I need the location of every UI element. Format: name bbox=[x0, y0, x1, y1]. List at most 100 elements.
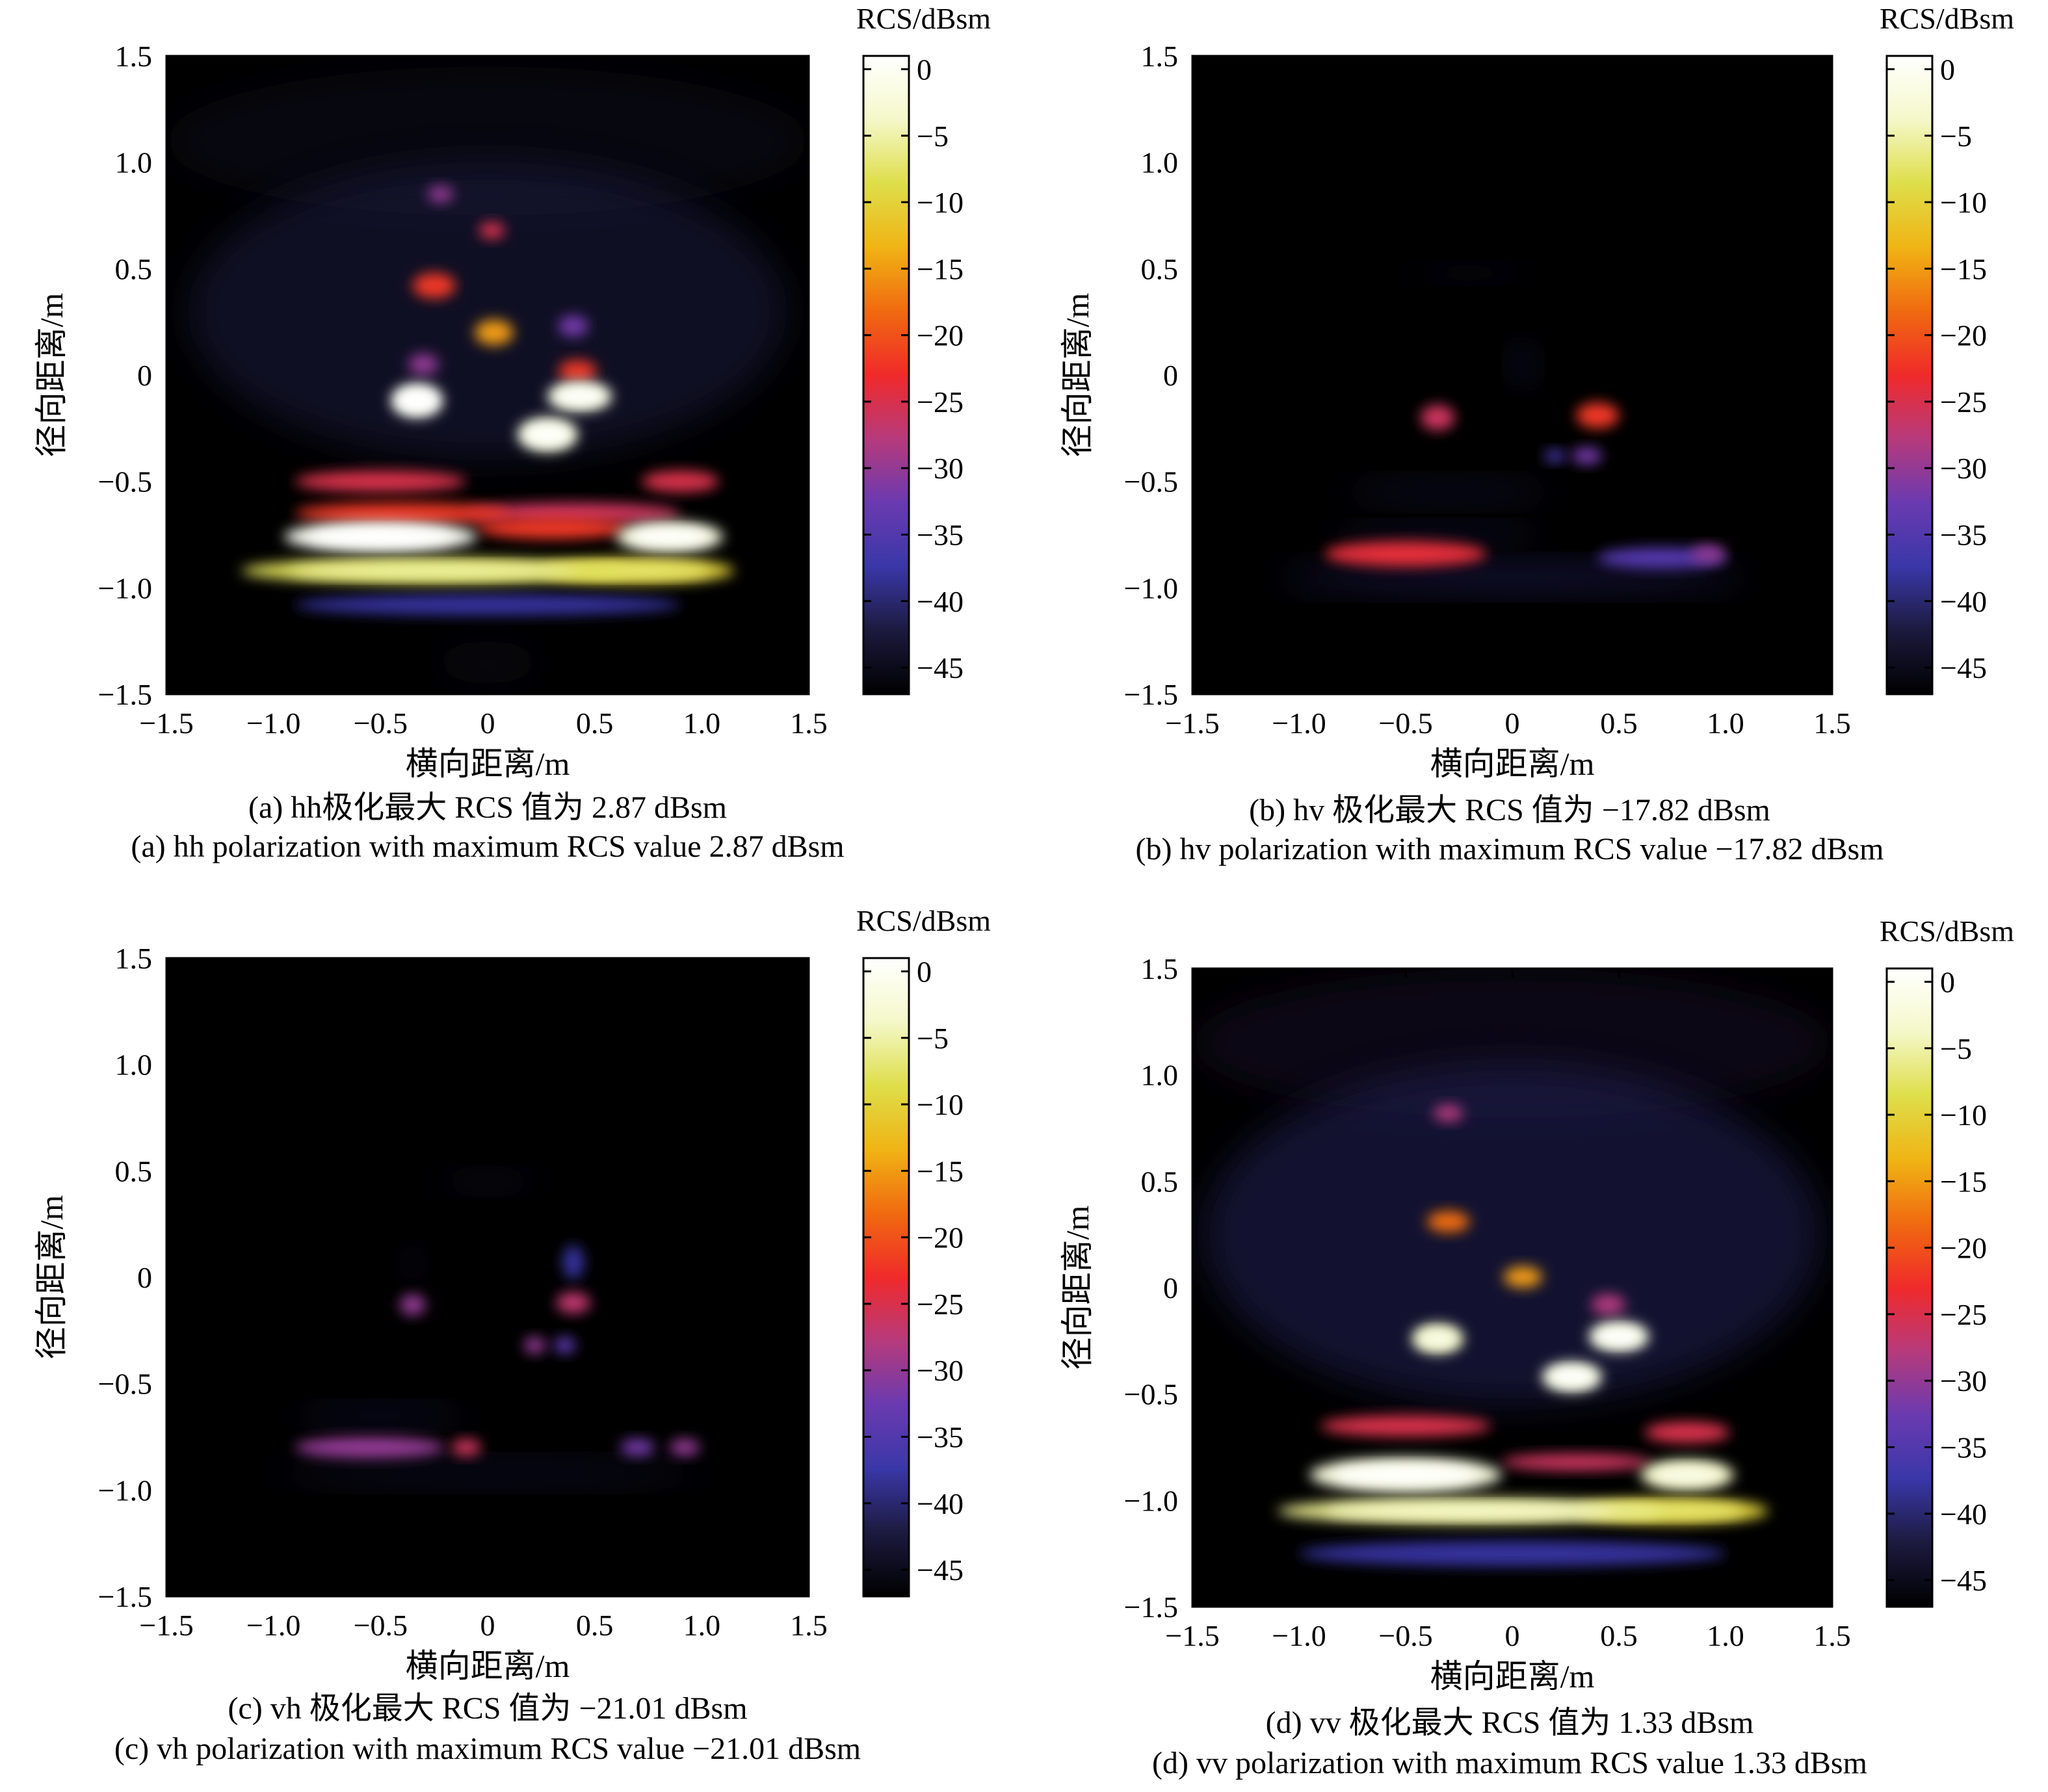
panel-b: −1.5 −1.0 −0.5 0 0.5 1.0 1.5 1.5 1.0 0.5 0 −0.5 −1.0… bbox=[1059, 2, 2014, 866]
colorbar-tick-label: −25 bbox=[1940, 1298, 1987, 1331]
colorbar-tick-label: −40 bbox=[1940, 1498, 1987, 1531]
scatter-center bbox=[1278, 564, 1747, 590]
colorbar-tick-label: −30 bbox=[1940, 1364, 1987, 1397]
y-tick-label: −0.5 bbox=[1124, 465, 1178, 499]
scatter-center bbox=[187, 162, 788, 460]
x-tick-label: 0.5 bbox=[576, 1609, 614, 1642]
scatter-center bbox=[1426, 1211, 1470, 1232]
scatter-center bbox=[554, 1336, 576, 1354]
scatter-center bbox=[404, 1251, 421, 1273]
scatter-core bbox=[1549, 1368, 1595, 1386]
colorbar-title: RCS/dBsm bbox=[1880, 2, 2014, 35]
x-tick-label: 0 bbox=[480, 1609, 495, 1642]
y-axis-label: 径向距离/m bbox=[1059, 1206, 1096, 1370]
x-axis-label: 横向距离/m bbox=[1430, 746, 1595, 782]
colorbar bbox=[862, 55, 910, 695]
x-tick-label: −0.5 bbox=[1378, 1619, 1432, 1652]
y-tick-label: 1.0 bbox=[1141, 1059, 1179, 1092]
y-tick-label: 1.5 bbox=[1141, 952, 1179, 985]
scatter-center bbox=[1576, 402, 1619, 428]
scatter-center bbox=[1420, 404, 1455, 431]
colorbar-tick-label: −15 bbox=[917, 252, 964, 285]
colorbar-tick-label: −5 bbox=[1940, 120, 1972, 153]
scatter-core bbox=[629, 528, 710, 545]
colorbar bbox=[1885, 55, 1934, 695]
x-tick-label: 1.5 bbox=[790, 707, 828, 740]
y-tick-label: −0.5 bbox=[98, 465, 152, 499]
y-tick-label: 1.5 bbox=[115, 942, 153, 975]
scatter-center bbox=[273, 1462, 702, 1484]
colorbar-tick-label: −5 bbox=[1940, 1032, 1972, 1065]
caption-en: (b) hv polarization with maximum RCS val… bbox=[1136, 832, 1884, 866]
scatter-core bbox=[525, 425, 570, 445]
colorbar-tick-label: 0 bbox=[917, 53, 932, 86]
caption-cn: (a) hh极化最大 RCS 值为 2.87 dBsm bbox=[248, 790, 727, 825]
colorbar-tick-label: −20 bbox=[1940, 319, 1987, 352]
heatmap bbox=[1278, 266, 1747, 590]
scatter-center bbox=[1691, 545, 1726, 563]
colorbar-tick-label: −10 bbox=[1940, 186, 1987, 219]
panel-a: −1.5 −1.0 −0.5 0 0.5 1.0 1.5 1.5 1.0 0.5 0 −0.5 −1.0… bbox=[33, 2, 991, 864]
scatter-center bbox=[1406, 266, 1534, 279]
colorbar-tick-label: −25 bbox=[917, 385, 964, 419]
x-axis-label: 横向距离/m bbox=[1430, 1658, 1595, 1695]
scatter-core bbox=[1596, 1328, 1642, 1345]
scatter-center bbox=[477, 517, 627, 539]
x-tick-label: 0 bbox=[1505, 707, 1520, 740]
y-tick-label: −1.0 bbox=[98, 571, 152, 604]
y-axis-label: 径向距离/m bbox=[33, 1195, 70, 1360]
scatter-center bbox=[427, 185, 454, 203]
caption-en: (c) vh polarization with maximum RCS val… bbox=[114, 1732, 861, 1766]
y-tick-label: 1.0 bbox=[115, 1048, 153, 1082]
y-tick-label: 1.0 bbox=[1141, 146, 1179, 179]
panel-d: −1.5 −1.0 −0.5 0 0.5 1.0 1.5 1.5 1.0 0.5 0 −0.5 −1.0… bbox=[1059, 915, 2014, 1780]
caption-en: (a) hh polarization with maximum RCS val… bbox=[131, 829, 844, 864]
colorbar-tick-label: −35 bbox=[917, 1421, 964, 1454]
plot-area bbox=[1192, 56, 1832, 694]
scatter-center bbox=[1331, 526, 1545, 543]
scatter-center bbox=[408, 354, 439, 376]
x-axis-label: 横向距离/m bbox=[406, 1648, 570, 1684]
colorbar-tick-label: −20 bbox=[917, 319, 964, 352]
scatter-center bbox=[1324, 541, 1487, 567]
colorbar-tick-label: −35 bbox=[1940, 519, 1987, 552]
y-tick-label: 0.5 bbox=[115, 1154, 153, 1188]
colorbar-tick-label: 0 bbox=[1940, 965, 1955, 998]
scatter-center bbox=[295, 502, 509, 525]
colorbar-tick-label: −15 bbox=[1940, 1165, 1987, 1198]
colorbar-title: RCS/dBsm bbox=[1880, 915, 2014, 948]
colorbar-tick-label: −10 bbox=[1940, 1098, 1987, 1132]
scatter-center bbox=[295, 1407, 467, 1424]
x-tick-label: 0.5 bbox=[1600, 707, 1638, 740]
x-tick-label: 0 bbox=[480, 707, 495, 740]
x-tick-label: 1.5 bbox=[1813, 1619, 1851, 1652]
colorbar-tick-label: −35 bbox=[917, 519, 964, 552]
x-tick-label: 1.5 bbox=[1813, 707, 1851, 740]
scatter-center bbox=[479, 222, 505, 239]
colorbar-tick-label: −15 bbox=[917, 1154, 964, 1188]
x-tick-label: −1.0 bbox=[1272, 707, 1326, 740]
scatter-center bbox=[620, 1438, 655, 1456]
scatter-core bbox=[397, 391, 436, 410]
caption-en: (d) vv polarization with maximum RCS val… bbox=[1152, 1746, 1867, 1780]
colorbar-tick-label: −40 bbox=[917, 585, 964, 618]
x-tick-label: −1.0 bbox=[246, 707, 300, 740]
colorbar-title: RCS/dBsm bbox=[856, 2, 991, 35]
scatter-center bbox=[558, 360, 597, 382]
scatter-center bbox=[669, 1438, 700, 1456]
scatter-center bbox=[295, 471, 467, 493]
scatter-center bbox=[1512, 347, 1534, 382]
y-tick-label: −1.5 bbox=[98, 1580, 152, 1613]
colorbar bbox=[862, 957, 910, 1598]
scatter-center bbox=[295, 594, 681, 616]
scatter-center bbox=[1341, 481, 1555, 503]
x-tick-label: −1.0 bbox=[246, 1609, 300, 1642]
colorbar-tick-label: −30 bbox=[917, 452, 964, 485]
colorbar-tick-label: 0 bbox=[1940, 53, 1955, 86]
y-tick-label: 1.0 bbox=[115, 146, 153, 179]
colorbar-tick-label: −45 bbox=[917, 651, 964, 684]
scatter-core bbox=[289, 564, 579, 578]
scatter-center bbox=[166, 66, 809, 216]
y-tick-label: 1.5 bbox=[115, 40, 153, 73]
scatter-center bbox=[1544, 449, 1566, 463]
